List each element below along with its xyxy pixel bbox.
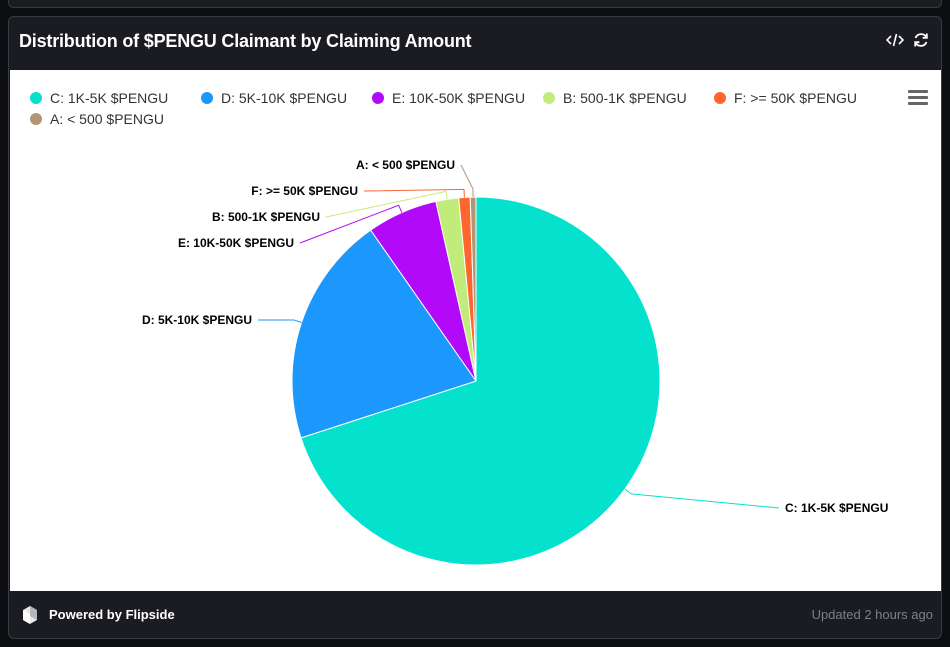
legend-label: F: >= 50K $PENGU	[734, 90, 857, 106]
legend-label: D: 5K-10K $PENGU	[221, 90, 348, 106]
data-label: F: >= 50K $PENGU	[251, 184, 358, 198]
pie-slice[interactable]	[469, 196, 477, 382]
legend-label: C: 1K-5K $PENGU	[50, 90, 169, 106]
flipside-logo-icon	[23, 606, 37, 624]
previous-card-edge	[8, 0, 942, 8]
card-title: Distribution of $PENGU Claimant by Claim…	[19, 31, 472, 51]
label-connector	[299, 204, 403, 244]
legend-item[interactable]: E: 10K-50K $PENGU	[372, 90, 525, 106]
label-connector	[363, 188, 465, 198]
label-connector	[257, 319, 302, 323]
legend-marker	[30, 92, 42, 104]
powered-by-text[interactable]: Powered by Flipside	[49, 607, 175, 622]
legend-item[interactable]: C: 1K-5K $PENGU	[30, 90, 168, 106]
label-connector	[460, 164, 474, 198]
legend-label: E: 10K-50K $PENGU	[392, 90, 526, 106]
data-label: A: < 500 $PENGU	[356, 158, 455, 172]
updated-timestamp: Updated 2 hours ago	[811, 607, 933, 622]
legend-marker	[543, 92, 555, 104]
chart-area: C: 1K-5K $PENGU D: 5K-10K $PENGU E: 10K-50…	[10, 70, 941, 591]
label-connector	[325, 190, 448, 218]
code-icon[interactable]	[885, 30, 905, 50]
legend-item[interactable]: F: >= 50K $PENGU	[714, 90, 857, 106]
data-label: D: 5K-10K $PENGU	[142, 313, 252, 327]
data-label: E: 10K-50K $PENGU	[178, 236, 294, 250]
legend-item[interactable]: A: < 500 $PENGU	[30, 111, 164, 127]
legend-marker	[201, 92, 213, 104]
legend-marker	[372, 92, 384, 104]
legend-item[interactable]: D: 5K-10K $PENGU	[201, 90, 347, 106]
chart-card: Distribution of $PENGU Claimant by Claim…	[8, 16, 942, 639]
refresh-icon[interactable]	[911, 30, 931, 50]
legend-item[interactable]: B: 500-1K $PENGU	[543, 90, 687, 106]
pie-slice[interactable]	[291, 229, 477, 439]
legend-label: B: 500-1K $PENGU	[563, 90, 687, 106]
label-connector	[624, 488, 780, 509]
data-label: B: 500-1K $PENGU	[212, 210, 320, 224]
card-footer: Powered by Flipside Updated 2 hours ago	[9, 592, 941, 638]
legend-marker	[714, 92, 726, 104]
legend-marker	[30, 113, 42, 125]
legend-label: A: < 500 $PENGU	[50, 111, 165, 127]
hamburger-menu-icon[interactable]	[908, 90, 928, 108]
card-header: Distribution of $PENGU Claimant by Claim…	[9, 17, 941, 67]
pie-chart: C: 1K-5K $PENGU D: 5K-10K $PENGU E: 10K-50…	[142, 158, 888, 566]
data-label: C: 1K-5K $PENGU	[785, 501, 888, 515]
